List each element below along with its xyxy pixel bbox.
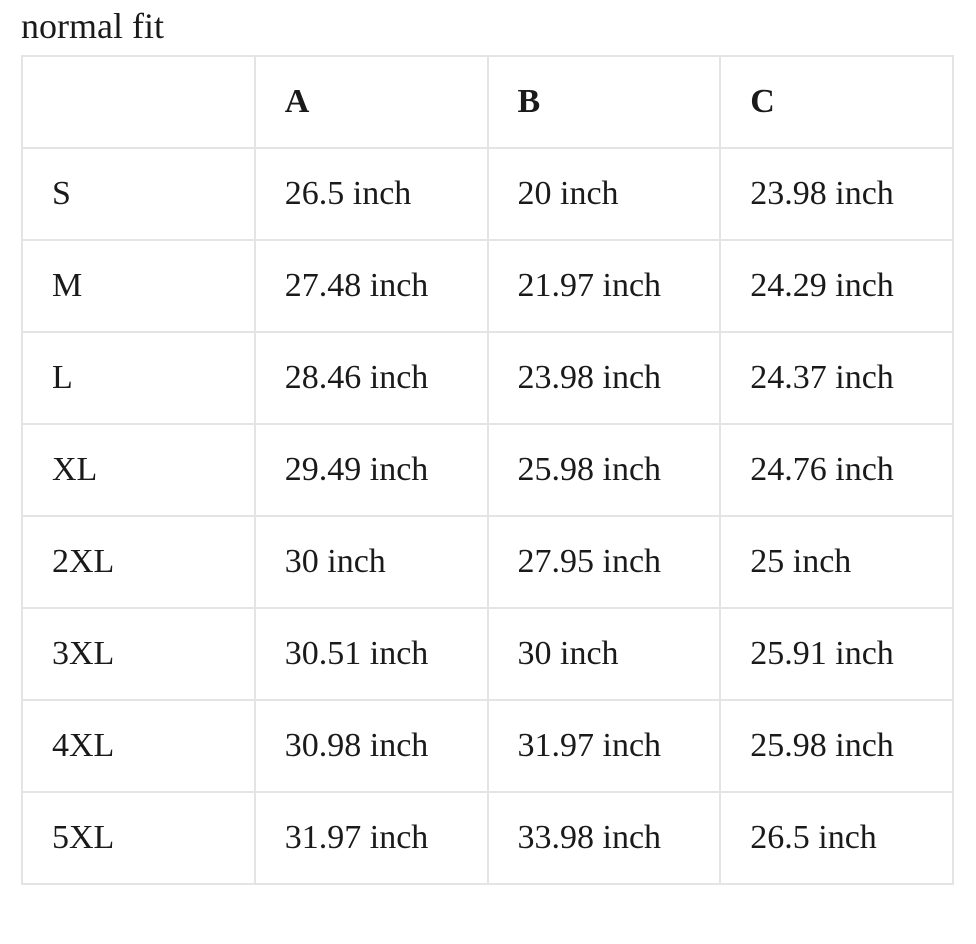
measurement-cell: 30.51 inch xyxy=(253,607,489,701)
table-row: 5XL 31.97 inch 33.98 inch 26.5 inch xyxy=(21,791,954,885)
measurement-cell: 25 inch xyxy=(719,515,954,609)
size-label: L xyxy=(21,331,256,425)
measurement-cell: 20 inch xyxy=(486,147,722,241)
measurement-cell: 27.48 inch xyxy=(253,239,489,333)
table-row: 3XL 30.51 inch 30 inch 25.91 inch xyxy=(21,607,954,701)
table-body: S 26.5 inch 20 inch 23.98 inch M 27.48 inch 21… xyxy=(21,147,954,885)
measurement-cell: 21.97 inch xyxy=(486,239,722,333)
table-row: 2XL 30 inch 27.95 inch 25 inch xyxy=(21,515,954,609)
measurement-cell: 30 inch xyxy=(486,607,722,701)
measurement-cell: 30 inch xyxy=(253,515,489,609)
measurement-cell: 24.29 inch xyxy=(719,239,954,333)
measurement-cell: 23.98 inch xyxy=(486,331,722,425)
header-cell: C xyxy=(719,55,954,149)
measurement-cell: 24.37 inch xyxy=(719,331,954,425)
measurement-cell: 27.95 inch xyxy=(486,515,722,609)
header-cell: A xyxy=(253,55,489,149)
table-row: S 26.5 inch 20 inch 23.98 inch xyxy=(21,147,954,241)
size-label: M xyxy=(21,239,256,333)
measurement-cell: 31.97 inch xyxy=(253,791,489,885)
size-label: 5XL xyxy=(21,791,256,885)
measurement-cell: 28.46 inch xyxy=(253,331,489,425)
size-label: 4XL xyxy=(21,699,256,793)
measurement-cell: 31.97 inch xyxy=(486,699,722,793)
measurement-cell: 30.98 inch xyxy=(253,699,489,793)
measurement-cell: 25.91 inch xyxy=(719,607,954,701)
measurement-cell: 25.98 inch xyxy=(719,699,954,793)
size-label: S xyxy=(21,147,256,241)
measurement-cell: 23.98 inch xyxy=(719,147,954,241)
measurement-cell: 24.76 inch xyxy=(719,423,954,517)
table-row: L 28.46 inch 23.98 inch 24.37 inch xyxy=(21,331,954,425)
size-label: 3XL xyxy=(21,607,256,701)
size-label: XL xyxy=(21,423,256,517)
measurement-cell: 26.5 inch xyxy=(719,791,954,885)
measurement-cell: 25.98 inch xyxy=(486,423,722,517)
measurement-cell: 26.5 inch xyxy=(253,147,489,241)
measurement-cell: 33.98 inch xyxy=(486,791,722,885)
header-cell xyxy=(21,55,256,149)
size-label: 2XL xyxy=(21,515,256,609)
title: normal fit xyxy=(21,6,164,46)
table-row: XL 29.49 inch 25.98 inch 24.76 inch xyxy=(21,423,954,517)
table-row: M 27.48 inch 21.97 inch 24.29 inch xyxy=(21,239,954,333)
measurement-cell: 29.49 inch xyxy=(253,423,489,517)
table-row: 4XL 30.98 inch 31.97 inch 25.98 inch xyxy=(21,699,954,793)
header-cell: B xyxy=(486,55,722,149)
